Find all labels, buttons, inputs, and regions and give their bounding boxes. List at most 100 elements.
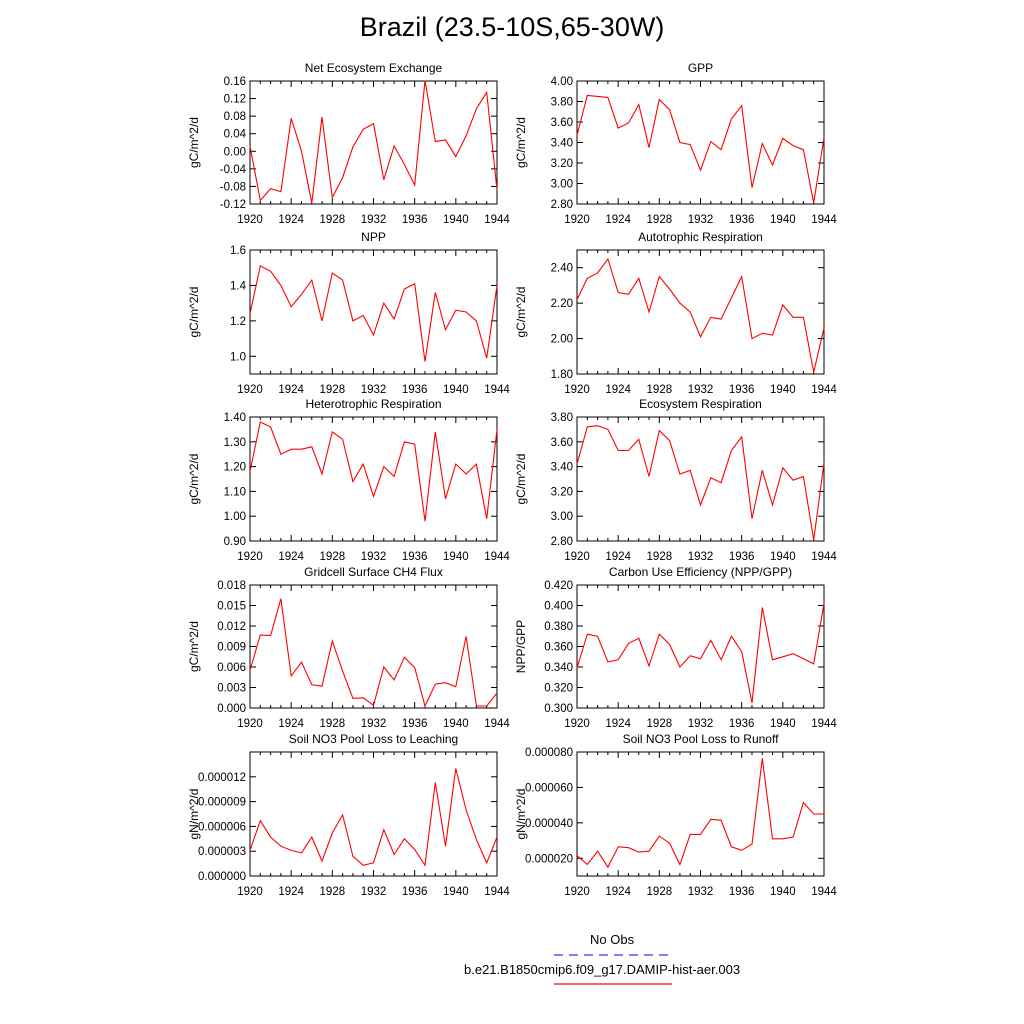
- panel-5-xtick-label: 1924: [278, 551, 304, 563]
- panel-6-xtick-label: 1936: [729, 551, 755, 563]
- panel-3-frame: [249, 249, 498, 375]
- panel-10-ytick-label: 0.000020: [525, 853, 573, 865]
- panel-8-ylabel: NPP/GPP: [514, 620, 528, 673]
- panel-9-ylabel: gN/m^2/d: [187, 789, 201, 840]
- panel-2-xtick-label: 1940: [770, 214, 796, 226]
- panel-4-xtick-label: 1936: [729, 384, 755, 396]
- panel-7-ytick-label: 0.003: [217, 683, 246, 695]
- panel-9-xtick-label: 1924: [278, 886, 304, 898]
- panel-3-series-line: [249, 265, 498, 362]
- panel-10-frame: [576, 751, 825, 877]
- panel-9-ytick-label: 0.000012: [198, 772, 246, 784]
- panel-6-frame: [576, 416, 825, 542]
- panel-5-xtick-label: 1936: [402, 551, 428, 563]
- panel-8-frame: [576, 584, 825, 709]
- panel-10-xtick-label: 1928: [647, 886, 673, 898]
- panel-3-title: NPP: [361, 230, 386, 244]
- panel-5-ytick-label: 1.20: [224, 462, 246, 474]
- panel-9-xtick-label: 1940: [443, 886, 469, 898]
- panel-5-xtick-label: 1920: [237, 551, 263, 563]
- panel-6-xtick-label: 1944: [811, 551, 837, 563]
- panel-1-ytick-label: 0.04: [224, 129, 247, 141]
- panel-8-xtick-label: 1944: [811, 718, 837, 730]
- panel-7-xtick-label: 1944: [484, 718, 510, 730]
- panel-3-xtick-label: 1932: [361, 384, 387, 396]
- panel-1-ytick-label: 0.16: [224, 76, 246, 88]
- panel-1-xtick-label: 1932: [361, 214, 387, 226]
- panel-8-ytick-label: 0.340: [544, 662, 573, 674]
- panel-7-title: Gridcell Surface CH4 Flux: [304, 565, 443, 579]
- panel-7-ytick-label: 0.015: [217, 601, 246, 613]
- panel-3-xtick-label: 1936: [402, 384, 428, 396]
- panel-1-xtick-label: 1944: [484, 214, 510, 226]
- panel-8-ytick-label: 0.400: [544, 601, 573, 613]
- panel-10-ylabel: gN/m^2/d: [514, 789, 528, 840]
- panel-9-ytick-label: 0.000000: [198, 871, 246, 883]
- panel-5-xtick-label: 1932: [361, 551, 387, 563]
- panel-9-title: Soil NO3 Pool Loss to Leaching: [289, 732, 458, 746]
- figure-title: Brazil (23.5-10S,65-30W): [359, 12, 665, 42]
- panel-2-xtick-label: 1936: [729, 214, 755, 226]
- panel-4-ytick-label: 2.20: [551, 298, 573, 310]
- panel-1-xtick-label: 1924: [278, 214, 304, 226]
- panel-8-ytick-label: 0.300: [544, 703, 573, 715]
- panel-1-series-line: [249, 80, 498, 204]
- panel-5-frame: [249, 416, 498, 542]
- panel-5-ytick-label: 0.90: [224, 536, 246, 548]
- panel-1-ytick-label: -0.12: [220, 199, 246, 211]
- panel-4-xtick-label: 1940: [770, 384, 796, 396]
- panel-4-xtick-label: 1928: [647, 384, 673, 396]
- panel-2-ytick-label: 3.00: [551, 179, 573, 191]
- panel-2-xtick-label: 1928: [647, 214, 673, 226]
- panel-8-ytick-label: 0.360: [544, 642, 573, 654]
- panel-4-xtick-label: 1944: [811, 384, 837, 396]
- panel-6-xtick-label: 1928: [647, 551, 673, 563]
- panel-7-xtick-label: 1928: [320, 718, 346, 730]
- panel-1-xtick-label: 1928: [320, 214, 346, 226]
- panel-6-ytick-label: 2.80: [551, 536, 573, 548]
- panel-10-series-line: [576, 758, 824, 869]
- panel-7-ylabel: gC/m^2/d: [187, 621, 201, 672]
- panel-3-ytick-label: 1.6: [230, 245, 246, 257]
- panel-4-ytick-label: 2.40: [551, 263, 573, 275]
- panel-9-ytick-label: 0.000003: [198, 846, 246, 858]
- panel-8-xtick-label: 1920: [564, 718, 590, 730]
- panel-6-xtick-label: 1924: [605, 551, 631, 563]
- panel-2-series-line: [576, 94, 825, 204]
- panel-7-xtick-label: 1924: [278, 718, 304, 730]
- panel-7-xtick-label: 1920: [237, 718, 263, 730]
- panel-5-xtick-label: 1940: [443, 551, 469, 563]
- legend-model-label: b.e21.B1850cmip6.f09_g17.DAMIP-hist-aer.…: [464, 962, 741, 977]
- panel-9-ytick-label: 0.000009: [198, 797, 246, 809]
- panel-6-ytick-label: 3.60: [551, 437, 573, 449]
- panel-10-xtick-label: 1920: [564, 886, 590, 898]
- panel-6-ytick-label: 3.80: [551, 412, 573, 424]
- panel-7-series-line: [249, 598, 498, 708]
- panel-3-xtick-label: 1924: [278, 384, 304, 396]
- panel-2-frame: [576, 80, 825, 205]
- panel-4-frame: [576, 249, 825, 375]
- panel-8-ytick-label: 0.420: [544, 580, 573, 592]
- panel-6-xtick-label: 1920: [564, 551, 590, 563]
- panel-2-ytick-label: 3.40: [551, 138, 573, 150]
- panel-10-ytick-label: 0.000040: [525, 818, 573, 830]
- panel-2-ytick-label: 4.00: [551, 76, 573, 88]
- panel-1-frame: [249, 80, 498, 205]
- panel-2-xtick-label: 1932: [688, 214, 714, 226]
- panel-3-ytick-label: 1.4: [230, 280, 247, 292]
- panel-1-xtick-label: 1920: [237, 214, 263, 226]
- panel-3-xtick-label: 1940: [443, 384, 469, 396]
- panel-1-xtick-label: 1936: [402, 214, 428, 226]
- panel-10-title: Soil NO3 Pool Loss to Runoff: [623, 732, 780, 746]
- panel-7-xtick-label: 1932: [361, 718, 387, 730]
- panel-6-series-line: [576, 425, 825, 540]
- panel-5-title: Heterotrophic Respiration: [305, 397, 441, 411]
- panel-1-ytick-label: -0.04: [220, 164, 247, 176]
- panel-3-ylabel: gC/m^2/d: [187, 287, 201, 338]
- panel-6-ytick-label: 3.40: [551, 462, 573, 474]
- panel-6-xtick-label: 1940: [770, 551, 796, 563]
- panel-1-ytick-label: 0.00: [224, 146, 246, 158]
- panel-1-ytick-label: -0.08: [220, 181, 246, 193]
- panel-2-title: GPP: [688, 61, 713, 75]
